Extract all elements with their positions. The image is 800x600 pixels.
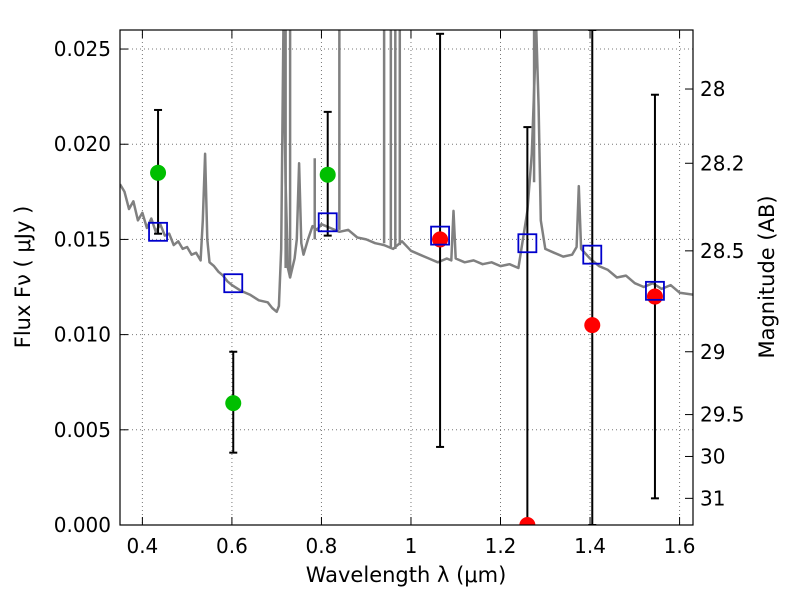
y-tick-label: 0.005	[54, 418, 111, 442]
x-tick-label: 0.6	[216, 534, 248, 558]
y2-tick-label: 28	[700, 77, 725, 101]
y2-axis-label: Magnitude (AB)	[755, 195, 779, 358]
model-band-square	[582, 244, 603, 265]
axis-ticks	[120, 30, 693, 526]
model-band-square	[430, 225, 450, 246]
model-band-square	[148, 221, 168, 242]
x-tick-labels: 0.4 0.6 0.8 1 1.2 1.4 1.6	[126, 534, 695, 558]
y2-tick-label: 31	[700, 486, 725, 510]
model-band-squares	[148, 212, 665, 301]
x-tick-label: 0.8	[306, 534, 338, 558]
x-axis-label: Wavelength λ (μm)	[306, 563, 507, 587]
y2-tick-label: 28.2	[700, 151, 745, 175]
x-tick-label: 0.4	[126, 534, 158, 558]
grid-lines	[120, 30, 693, 526]
y-tick-label: 0.020	[54, 132, 111, 156]
plot-area	[120, 30, 693, 525]
nondetection-point	[432, 231, 449, 248]
x-tick-label: 1	[405, 534, 418, 558]
plot-frame	[119, 29, 694, 526]
model-spectrum	[120, 30, 693, 314]
model-band-square	[517, 233, 538, 254]
model-band-square	[223, 273, 244, 294]
y-tick-label: 0.010	[54, 323, 111, 347]
nondetection-point	[519, 517, 536, 525]
detected-point	[150, 164, 167, 181]
x-tick-label: 1.2	[485, 534, 517, 558]
x-tick-label: 1.4	[574, 534, 606, 558]
model-band-square	[645, 280, 665, 301]
y2-tick-label: 29	[700, 340, 725, 364]
nondetection-point	[584, 317, 601, 334]
nondetection-point	[646, 288, 663, 305]
y-tick-label: 0.000	[54, 513, 111, 537]
detected-point	[319, 166, 336, 183]
model-band-square	[317, 212, 338, 233]
y2-tick-label: 30	[700, 444, 725, 468]
y-tick-labels: 0.000 0.005 0.010 0.015 0.020 0.025	[54, 37, 111, 537]
y2-tick-labels: 28 28.2 28.5 29 29.5 30 31	[700, 77, 745, 510]
y2-tick-label: 29.5	[700, 403, 745, 427]
y-axis-label: Flux Fν ( μJy )	[11, 206, 35, 349]
y2-tick-label: 28.5	[700, 239, 745, 263]
y-tick-label: 0.025	[54, 37, 111, 61]
y-tick-label: 0.015	[54, 227, 111, 251]
x-tick-label: 1.6	[664, 534, 696, 558]
spectrum-line	[120, 30, 693, 314]
detected-point	[225, 395, 242, 412]
